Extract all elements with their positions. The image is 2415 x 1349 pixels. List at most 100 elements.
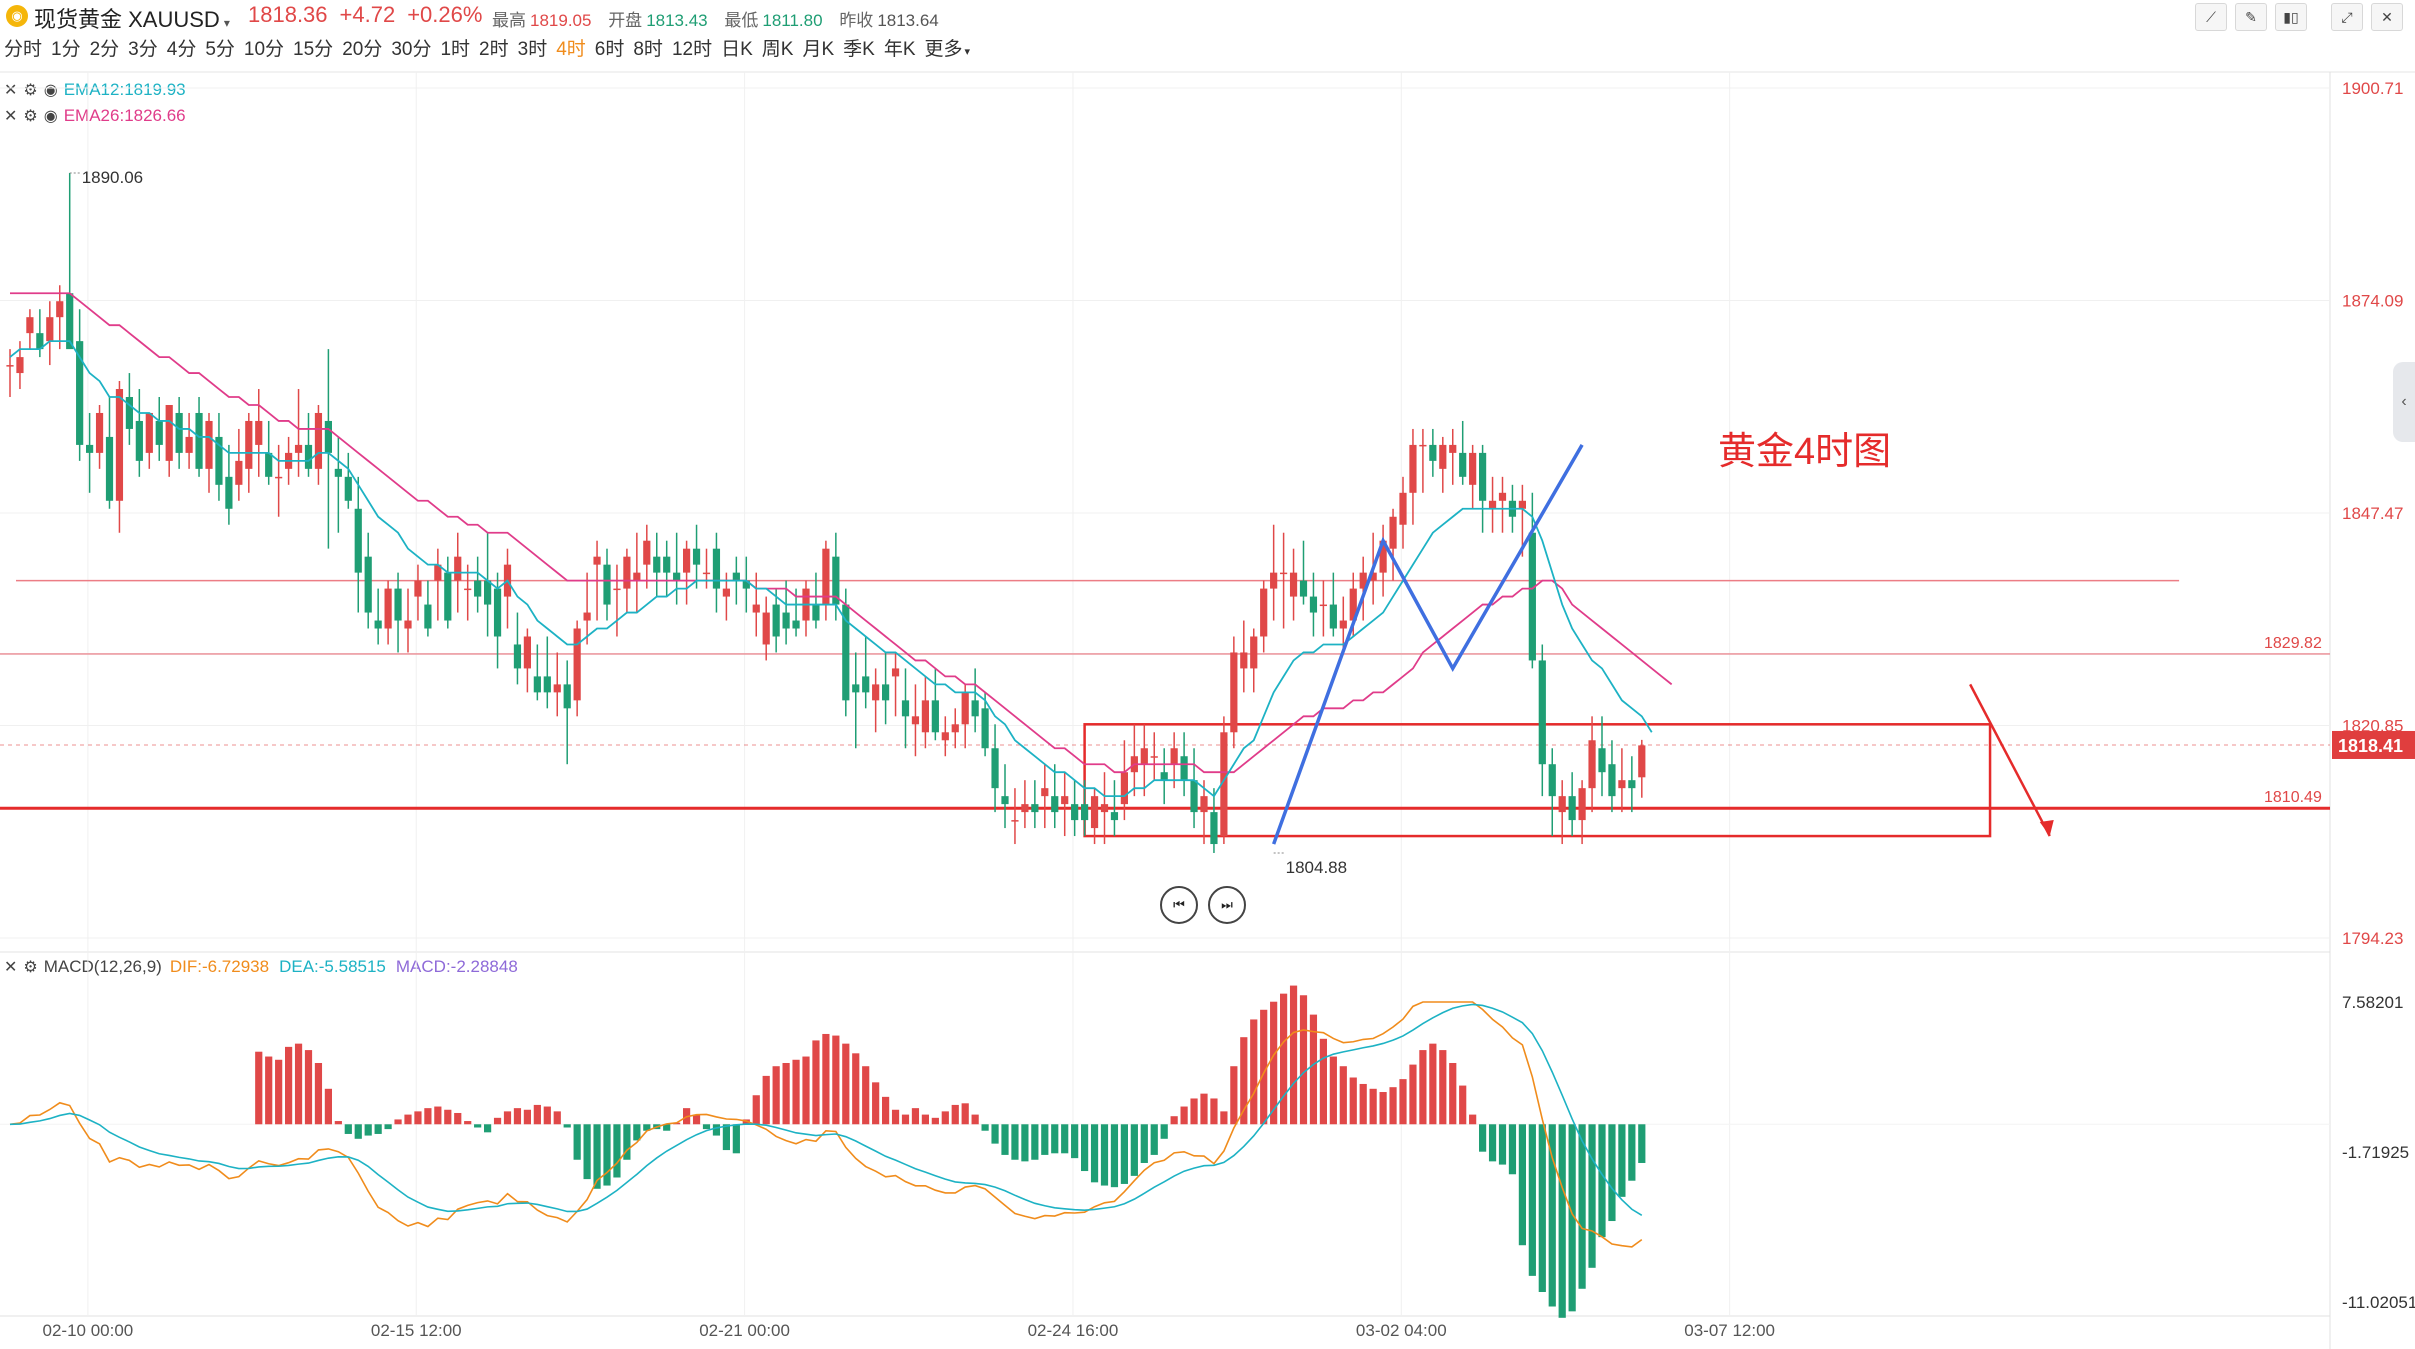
period-tab[interactable]: 30分 (391, 39, 432, 60)
remove-indicator-icon[interactable]: ✕ (4, 959, 18, 976)
macd-histogram-bar (961, 1103, 969, 1125)
macd-histogram-bar (424, 1108, 432, 1125)
candle-body (195, 412, 203, 469)
candle-body (255, 420, 263, 445)
candle-body (1399, 492, 1407, 525)
candle-body (1081, 804, 1089, 821)
candle-body (832, 556, 840, 605)
candle-body (1568, 796, 1576, 821)
chevron-down-icon[interactable]: ▾ (223, 16, 230, 30)
candle-body (1090, 796, 1099, 829)
candle-body (1250, 636, 1258, 669)
period-tab[interactable]: 季K (843, 39, 875, 60)
gold-coin-icon: ◉ (6, 5, 28, 27)
period-tab[interactable]: 5分 (205, 39, 235, 60)
period-tab[interactable]: 年K (883, 39, 916, 60)
candle-body (921, 700, 929, 733)
macd-histogram-bar (971, 1114, 979, 1125)
period-tab[interactable]: 20分 (342, 39, 383, 60)
candle-body (1518, 500, 1526, 509)
period-tab[interactable]: 4分 (166, 39, 197, 60)
remove-indicator-icon[interactable]: ✕ (4, 108, 18, 125)
candle-body (1011, 820, 1019, 822)
chevron-left-icon[interactable]: ‹ (2393, 362, 2415, 442)
macd-histogram-bar (474, 1124, 482, 1128)
quote-stats: 最高 1819.05 开盘 1813.43 最低 1811.80 昨收 1813.64 (492, 6, 951, 31)
macd-histogram-bar (493, 1117, 502, 1125)
chevron-down-icon[interactable]: ▾ (964, 46, 971, 58)
period-tab[interactable]: 周K (761, 39, 794, 60)
instrument-title[interactable]: 现货黄金 XAUUSD ▾ (34, 7, 230, 32)
pen-icon[interactable]: ✎ (2235, 3, 2267, 31)
skip-back-icon[interactable]: ⏮ (1160, 886, 1198, 924)
period-tab[interactable]: 3时 (517, 39, 548, 60)
period-tab[interactable]: 1时 (440, 39, 471, 60)
macd-histogram-bar (1220, 1111, 1228, 1125)
candle-body (1628, 780, 1636, 789)
period-tab[interactable]: 10分 (243, 39, 285, 60)
candle-body (742, 580, 750, 589)
remove-indicator-icon[interactable]: ✕ (4, 82, 18, 99)
current-price-tag (2332, 730, 2415, 759)
period-tab[interactable]: 12时 (671, 39, 713, 60)
macd-histogram-bar (1041, 1124, 1049, 1155)
macd-histogram-bar (573, 1124, 581, 1160)
macd-histogram-bar (862, 1066, 870, 1125)
macd-histogram-bar (1270, 1001, 1278, 1125)
skip-forward-icon[interactable]: ⏭ (1208, 886, 1246, 924)
candle-body (1608, 764, 1616, 797)
price-change-pct: +0.26% (407, 2, 483, 27)
period-tab[interactable]: 日K (721, 39, 753, 60)
candle-style-icon[interactable]: ▮▯ (2275, 3, 2307, 31)
macd-histogram-bar (334, 1121, 342, 1125)
candle-body (1598, 748, 1606, 773)
candle-body (752, 604, 760, 613)
candle-body (583, 612, 591, 621)
macd-histogram-bar (991, 1124, 999, 1144)
candle-body (712, 548, 721, 589)
eye-icon[interactable]: ◉ (43, 82, 58, 99)
candle-body (275, 476, 283, 479)
macd-histogram-bar (1528, 1124, 1536, 1276)
gear-icon[interactable]: ⚙ (23, 959, 38, 976)
gear-icon[interactable]: ⚙ (23, 82, 38, 99)
macd-histogram-bar (1479, 1124, 1487, 1152)
period-tab[interactable]: 15分 (293, 39, 334, 60)
extreme-price-label: 1890.06 (82, 168, 143, 187)
close-icon[interactable]: ✕ (2371, 3, 2403, 31)
period-tab[interactable]: 4时 (556, 39, 586, 60)
period-tab[interactable]: 分时 (4, 39, 43, 60)
candle-body (16, 357, 24, 374)
gear-icon[interactable]: ⚙ (23, 108, 38, 125)
period-tab[interactable]: 2分 (89, 39, 120, 60)
expand-icon[interactable]: ⤢ (2331, 3, 2363, 31)
candle-body (1538, 660, 1546, 765)
period-tab[interactable]: 月K (802, 39, 835, 60)
macd-histogram-bar (1299, 995, 1308, 1125)
macd-histogram-bar (1578, 1124, 1586, 1289)
candle-body (613, 588, 621, 591)
macd-tick-label: -1.71925 (2342, 1143, 2409, 1162)
candle-body (1459, 452, 1467, 477)
period-tab[interactable]: 2时 (479, 39, 509, 60)
macd-histogram-bar (1280, 993, 1288, 1125)
candle-body (95, 412, 104, 453)
macd-histogram-bar (1110, 1124, 1119, 1188)
period-tab[interactable]: 1分 (51, 39, 81, 60)
period-tab[interactable]: 8时 (633, 39, 663, 60)
candle-body (493, 588, 502, 637)
line-draw-icon[interactable]: ⟋ (2195, 3, 2227, 31)
price-tick-label: 1847.47 (2342, 504, 2403, 523)
candle-body (553, 684, 561, 693)
period-tab[interactable]: 3分 (128, 39, 158, 60)
macd-histogram-bar (752, 1095, 760, 1125)
eye-icon[interactable]: ◉ (43, 108, 58, 125)
macd-histogram-bar (842, 1043, 850, 1125)
open-label: 开盘 (608, 11, 643, 30)
candle-body (1588, 740, 1596, 789)
period-tab[interactable]: 更多 ▾ (924, 39, 971, 60)
candle-body (344, 476, 352, 501)
period-tab[interactable]: 6时 (594, 39, 625, 60)
macd-histogram-bar (931, 1117, 939, 1125)
